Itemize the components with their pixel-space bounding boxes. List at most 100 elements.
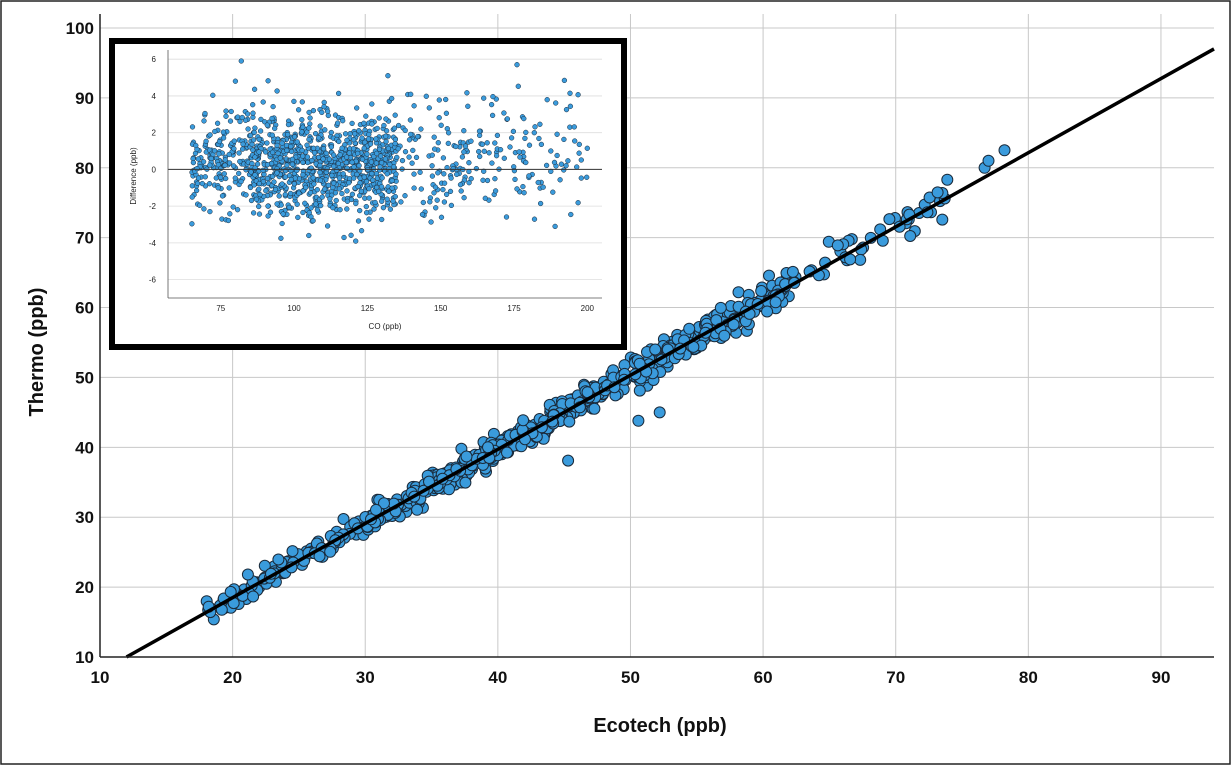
inset-data-point bbox=[576, 150, 582, 156]
inset-data-point bbox=[514, 62, 520, 68]
inset-data-point bbox=[369, 101, 375, 107]
inset-data-point bbox=[340, 171, 346, 177]
inset-data-point bbox=[517, 154, 523, 160]
main-data-point bbox=[272, 553, 285, 566]
inset-data-point bbox=[479, 141, 486, 147]
main-x-tick-label: 50 bbox=[621, 668, 640, 687]
inset-data-point bbox=[395, 146, 401, 152]
inset-data-point bbox=[561, 136, 567, 143]
inset-data-point bbox=[390, 198, 396, 204]
inset-data-point bbox=[554, 131, 560, 137]
inset-data-point bbox=[322, 127, 328, 133]
inset-data-point bbox=[351, 175, 357, 181]
inset-data-point bbox=[481, 148, 487, 154]
main-data-point bbox=[632, 414, 645, 427]
inset-data-point bbox=[432, 184, 439, 190]
inset-data-point bbox=[249, 141, 255, 148]
inset-data-point bbox=[376, 115, 382, 121]
inset-data-point bbox=[231, 146, 237, 152]
inset-data-point bbox=[282, 191, 288, 198]
inset-data-point bbox=[507, 144, 513, 150]
inset-data-point bbox=[368, 159, 375, 165]
inset-data-point bbox=[230, 204, 236, 210]
inset-data-point bbox=[264, 175, 271, 182]
inset-data-point bbox=[561, 167, 567, 173]
inset-data-point bbox=[300, 124, 306, 130]
inset-data-point bbox=[538, 141, 545, 148]
inset-data-point bbox=[394, 154, 400, 161]
inset-data-point bbox=[395, 122, 402, 129]
main-x-tick-label: 60 bbox=[754, 668, 773, 687]
inset-data-point bbox=[486, 150, 492, 156]
inset-data-point bbox=[320, 146, 327, 152]
inset-data-point bbox=[335, 160, 342, 167]
inset-data-point bbox=[238, 178, 244, 185]
inset-data-point bbox=[225, 217, 232, 224]
inset-data-point bbox=[334, 120, 341, 126]
main-data-point bbox=[718, 329, 731, 342]
inset-data-point bbox=[515, 83, 521, 89]
inset-data-point bbox=[282, 174, 289, 180]
inset-data-point bbox=[453, 143, 459, 150]
inset-data-point bbox=[431, 134, 437, 140]
inset-data-point bbox=[336, 175, 343, 181]
inset-data-point bbox=[526, 142, 533, 148]
inset-data-point bbox=[366, 186, 372, 192]
inset-data-point bbox=[410, 147, 416, 154]
main-data-point bbox=[786, 265, 799, 278]
main-data-point bbox=[931, 186, 944, 199]
inset-data-point bbox=[264, 162, 271, 168]
inset-data-point bbox=[578, 157, 584, 163]
inset-data-point bbox=[275, 150, 281, 157]
inset-data-point bbox=[307, 115, 313, 121]
inset-data-point bbox=[331, 180, 337, 186]
inset-data-point bbox=[271, 179, 277, 185]
inset-data-point bbox=[226, 151, 232, 158]
inset-data-point bbox=[489, 160, 495, 166]
inset-y-tick-label: -4 bbox=[149, 239, 157, 248]
inset-data-point bbox=[189, 221, 195, 227]
inset-data-point bbox=[284, 162, 290, 168]
inset-data-point bbox=[379, 175, 385, 181]
inset-data-point bbox=[265, 203, 271, 209]
inset-data-point bbox=[459, 154, 466, 160]
inset-data-point bbox=[349, 191, 356, 197]
inset-data-point bbox=[310, 218, 316, 224]
inset-data-point bbox=[212, 128, 218, 135]
inset-data-point bbox=[329, 172, 335, 179]
inset-data-point bbox=[554, 152, 560, 159]
inset-y-tick-label: -6 bbox=[149, 276, 157, 285]
inset-data-point bbox=[514, 186, 520, 192]
inset-data-point bbox=[190, 159, 197, 166]
inset-data-point bbox=[207, 162, 213, 168]
inset-data-point bbox=[431, 146, 438, 152]
inset-data-point bbox=[357, 192, 363, 199]
inset-data-point bbox=[551, 159, 558, 166]
inset-data-point bbox=[291, 134, 298, 140]
inset-data-point bbox=[447, 188, 454, 195]
inset-data-point bbox=[195, 175, 202, 181]
inset-data-point bbox=[285, 131, 291, 138]
inset-data-point bbox=[392, 193, 398, 200]
inset-data-point bbox=[384, 171, 390, 177]
inset-data-point bbox=[366, 216, 372, 222]
inset-data-point bbox=[417, 169, 423, 175]
inset-data-point bbox=[413, 154, 420, 161]
inset-data-point bbox=[284, 147, 290, 154]
inset-data-point bbox=[548, 148, 554, 154]
inset-data-point bbox=[325, 182, 332, 188]
inset-data-point bbox=[214, 120, 221, 126]
main-data-point bbox=[517, 414, 530, 427]
inset-data-point bbox=[418, 186, 424, 192]
inset-data-point bbox=[240, 141, 246, 147]
inset-data-point bbox=[232, 78, 239, 84]
main-data-point bbox=[370, 503, 382, 516]
inset-data-point bbox=[251, 129, 257, 136]
inset-data-point bbox=[217, 200, 223, 206]
inset-data-point bbox=[287, 190, 294, 197]
inset-data-point bbox=[302, 200, 308, 206]
main-data-point bbox=[563, 415, 576, 428]
inset-data-point bbox=[363, 113, 369, 119]
inset-data-point bbox=[200, 159, 207, 165]
